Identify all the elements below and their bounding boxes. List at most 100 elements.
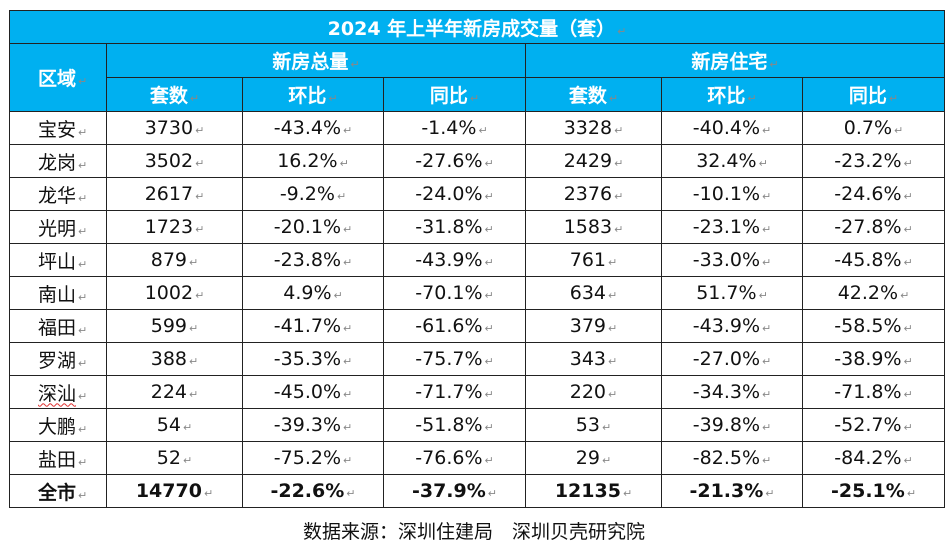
paragraph-mark-icon: ↵ [78,75,88,88]
value-cell: -40.4% ↵ [661,111,803,145]
table-row: 宝安 ↵ 3730 ↵ -43.4% ↵ -1.4% ↵ 3328 ↵ -40.4% ↵ 0.7% ↵ [9,111,946,145]
paragraph-mark-icon: ↵ [903,223,913,236]
paragraph-mark-icon: ↵ [888,92,899,105]
table-row: 深汕 ↵ 224 ↵ -45.0% ↵ -71.7% ↵ 220 ↵ -34.3% ↵ -71.8% ↵ [9,375,946,409]
value-cell: -43.4% ↵ [242,111,384,145]
paragraph-mark-icon: ↵ [608,289,618,302]
table-row: 福田 ↵ 599 ↵ -41.7% ↵ -61.6% ↵ 379 ↵ -43.9% ↵ -58.5% ↵ [9,309,946,343]
paragraph-mark-icon: ↵ [903,256,913,269]
value-cell: 51.7% ↵ [661,276,803,310]
region-cell: 福田 ↵ [9,309,107,343]
value-cell: -37.9% ↵ [383,474,526,508]
paragraph-mark-icon: ↵ [343,388,353,401]
paragraph-mark-icon: ↵ [78,257,88,271]
paragraph-mark-icon: ↵ [189,322,199,335]
paragraph-mark-icon: ↵ [484,322,494,335]
region-cell: 大鹏 ↵ [9,408,107,442]
region-cell: 盐田 ↵ [9,441,107,475]
paragraph-mark-icon: ↵ [333,289,343,302]
region-cell: 全市 ↵ [9,474,107,508]
paragraph-mark-icon: ↵ [195,223,205,236]
paragraph-mark-icon: ↵ [608,388,618,401]
paragraph-mark-icon: ↵ [195,124,205,137]
paragraph-mark-icon: ↵ [765,487,775,500]
value-cell: -27.0% ↵ [661,342,803,376]
value-cell: -41.7% ↵ [242,309,384,343]
value-cell: -21.3% ↵ [661,474,803,508]
value-cell: 388 ↵ [106,342,243,376]
paragraph-mark-icon: ↵ [487,487,498,500]
value-cell: -84.2% ↵ [801,441,946,475]
data-source: 数据来源：深圳住建局 深圳贝壳研究院 [302,521,645,543]
paragraph-mark-icon: ↵ [78,191,88,205]
paragraph-mark-icon: ↵ [747,92,757,105]
paragraph-mark-icon: ↵ [195,157,205,170]
value-cell: 220 ↵ [525,375,662,409]
value-cell: -23.8% ↵ [242,243,384,277]
paragraph-mark-icon: ↵ [622,487,633,500]
total-row: 全市 ↵ 14770 ↵ -22.6% ↵ -37.9% ↵ 12135 ↵ -21.3% ↵ -25.… [9,474,946,508]
paragraph-mark-icon: ↵ [469,92,480,105]
paragraph-mark-icon: ↵ [762,421,772,434]
paragraph-mark-icon: ↵ [608,256,618,269]
column-header: 同比 ↵ [801,77,946,112]
table-row: 龙华 ↵ 2617 ↵ -9.2% ↵ -24.0% ↵ 2376 ↵ -10.1% ↵ -24.6% ↵ [9,177,946,211]
value-cell: -35.3% ↵ [242,342,384,376]
region-cell: 龙华 ↵ [9,177,107,211]
paragraph-mark-icon: ↵ [484,190,494,203]
paragraph-mark-icon: ↵ [762,256,772,269]
paragraph-mark-icon: ↵ [903,190,913,203]
value-cell: 879 ↵ [106,243,243,277]
paragraph-mark-icon: ↵ [614,124,624,137]
paragraph-mark-icon: ↵ [78,125,88,139]
paragraph-mark-icon: ↵ [78,323,88,337]
value-cell: -27.8% ↵ [801,210,946,244]
value-cell: -45.0% ↵ [242,375,384,409]
paragraph-mark-icon: ↵ [762,388,772,401]
paragraph-mark-icon: ↵ [78,356,88,370]
paragraph-mark-icon: ↵ [608,322,618,335]
value-cell: 761 ↵ [525,243,662,277]
value-cell: -39.3% ↵ [242,408,384,442]
region-cell: 深汕 ↵ [9,375,107,409]
value-cell: 2429 ↵ [525,144,662,178]
paragraph-mark-icon: ↵ [484,421,494,434]
paragraph-mark-icon: ↵ [343,454,353,467]
table-row: 光明 ↵ 1723 ↵ -20.1% ↵ -31.8% ↵ 1583 ↵ -23.1% ↵ -27.8%… [9,210,946,244]
value-cell: 53 ↵ [525,408,662,442]
value-cell: -23.2% ↵ [801,144,946,178]
paragraph-mark-icon: ↵ [903,355,913,368]
paragraph-mark-icon: ↵ [903,322,913,335]
table-row: 南山 ↵ 1002 ↵ 4.9% ↵ -70.1% ↵ 634 ↵ 51.7% ↵ 42.2% ↵ [9,276,946,310]
paragraph-mark-icon: ↵ [343,124,353,137]
value-cell: -20.1% ↵ [242,210,384,244]
paragraph-mark-icon: ↵ [478,124,488,137]
paragraph-mark-icon: ↵ [903,157,913,170]
table-row: 罗湖 ↵ 388 ↵ -35.3% ↵ -75.7% ↵ 343 ↵ -27.0% ↵ -38.9% ↵ [9,342,946,376]
region-cell: 南山 ↵ [9,276,107,310]
region-cell: 宝安 ↵ [9,111,107,145]
paragraph-mark-icon: ↵ [78,389,88,403]
value-cell: -9.2% ↵ [242,177,384,211]
value-cell: -61.6% ↵ [383,309,526,343]
value-cell: -22.6% ↵ [242,474,384,508]
paragraph-mark-icon: ↵ [336,190,347,203]
paragraph-mark-icon: ↵ [484,223,494,236]
paragraph-mark-icon: ↵ [762,454,772,467]
value-cell: 3502 ↵ [106,144,243,178]
value-cell: 1723 ↵ [106,210,243,244]
value-cell: -23.1% ↵ [661,210,803,244]
table-row: 坪山 ↵ 879 ↵ -23.8% ↵ -43.9% ↵ 761 ↵ -33.0% ↵ -45.8% ↵ [9,243,946,277]
region-cell: 光明 ↵ [9,210,107,244]
paragraph-mark-icon: ↵ [484,256,494,269]
paragraph-mark-icon: ↵ [903,388,913,401]
value-cell: 14770 ↵ [106,474,243,508]
value-cell: 0.7% ↵ [801,111,946,145]
value-cell: -75.7% ↵ [383,342,526,376]
paragraph-mark-icon: ↵ [189,256,199,269]
region-cell: 龙岗 ↵ [9,144,107,178]
value-cell: -71.7% ↵ [383,375,526,409]
value-cell: -58.5% ↵ [801,309,946,343]
column-header: 环比 ↵ [242,77,384,112]
value-cell: -82.5% ↵ [661,441,803,475]
